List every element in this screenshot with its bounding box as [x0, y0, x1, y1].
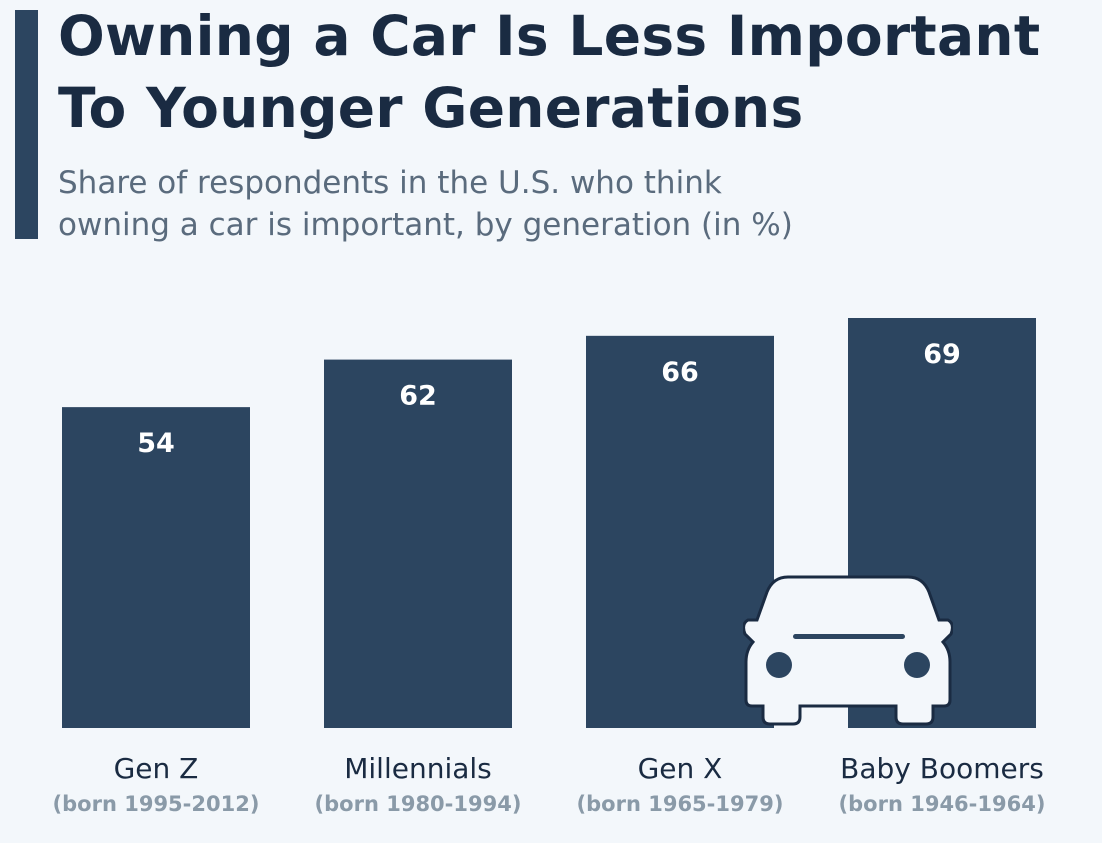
data-label: 66	[661, 357, 699, 388]
title-line-1: Owning a Car Is Less Important	[58, 4, 1041, 68]
category-sublabel: (born 1995-2012)	[52, 792, 260, 816]
category-sublabel: (born 1965-1979)	[576, 792, 784, 816]
bar-2	[586, 335, 774, 728]
category-sublabel: (born 1980-1994)	[314, 792, 522, 816]
data-label: 62	[399, 381, 437, 412]
bar-1	[324, 359, 512, 728]
subtitle-line-1: Share of respondents in the U.S. who thi…	[58, 165, 722, 201]
subtitle-line-2: owning a car is important, by generation…	[58, 207, 793, 243]
chart-subtitle: Share of respondents in the U.S. who thi…	[58, 162, 793, 246]
data-label: 54	[137, 428, 175, 459]
category-label: Baby Boomers	[840, 752, 1044, 785]
category-sublabel: (born 1946-1964)	[838, 792, 1046, 816]
category-label: Gen Z	[113, 752, 199, 785]
category-label: Millennials	[344, 752, 492, 785]
car-icon	[743, 575, 953, 726]
chart-title: Owning a Car Is Less Important To Younger…	[58, 0, 1040, 144]
data-label: 69	[923, 339, 961, 370]
title-accent-bar	[15, 10, 38, 239]
bar-0	[62, 407, 250, 728]
title-line-2: To Younger Generations	[58, 76, 804, 140]
category-label: Gen X	[637, 752, 723, 785]
